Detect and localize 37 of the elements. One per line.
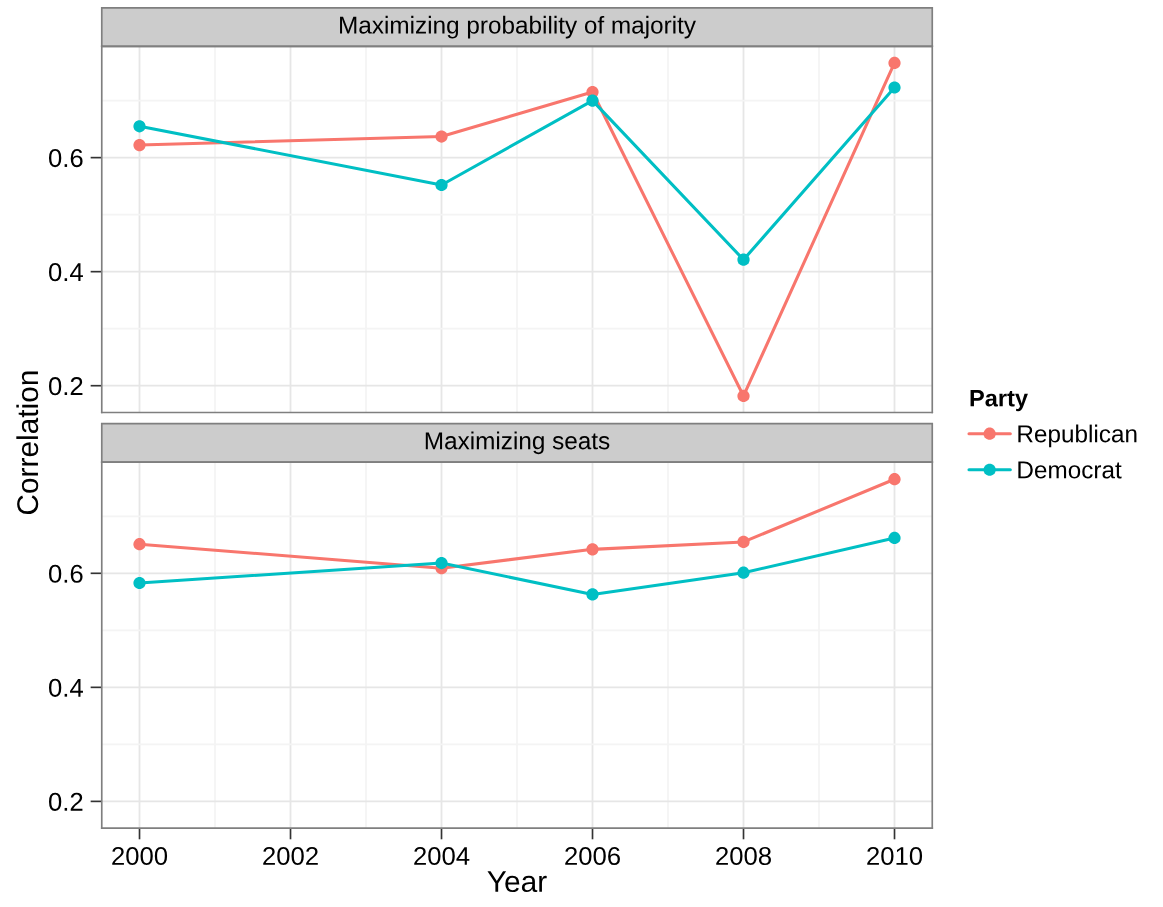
legend-label: Republican [1018, 424, 1137, 448]
point [737, 253, 750, 266]
point [133, 576, 146, 590]
point [737, 389, 750, 403]
point [586, 543, 599, 556]
y-tick-label: 0.2 [49, 792, 83, 811]
point [888, 473, 901, 486]
y-tick-label: 0.6 [49, 564, 83, 583]
point [435, 178, 448, 192]
x-tick-label: 2006 [565, 846, 620, 866]
point [435, 130, 448, 143]
legend-label: Democrat [1018, 461, 1122, 479]
y-tick-label: 0.6 [49, 148, 83, 168]
y-tick-label: 0.2 [49, 377, 83, 396]
point [888, 56, 901, 70]
x-tick-label: 2000 [112, 846, 168, 866]
x-axis-title: Year [487, 871, 547, 893]
point [435, 556, 448, 570]
point [888, 531, 901, 545]
x-tick-label: 2008 [716, 846, 771, 866]
point [737, 535, 750, 549]
legend-title: Party [970, 390, 1028, 412]
x-tick-label: 2004 [414, 846, 470, 866]
point [888, 81, 901, 94]
chart-title: Maximizing probability of majority [340, 15, 696, 39]
point [133, 538, 146, 551]
point [133, 138, 146, 152]
point [133, 120, 146, 133]
y-tick-label: 0.4 [49, 678, 83, 697]
x-tick-label: 2002 [263, 846, 318, 866]
point [586, 588, 599, 601]
x-tick-label: 2010 [867, 846, 923, 866]
point [586, 94, 599, 107]
point [737, 566, 750, 579]
y-tick-label: 0.4 [49, 263, 83, 282]
y-axis-title: Correlation [16, 371, 39, 515]
chart-title: Maximizing seats [425, 431, 610, 455]
